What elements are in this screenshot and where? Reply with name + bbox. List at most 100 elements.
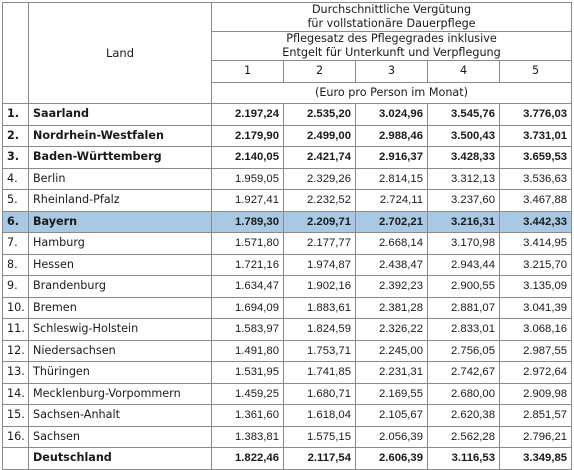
grade-4-value: 2.742,67	[427, 361, 500, 384]
grade-2-value: 2.499,00	[283, 124, 356, 147]
row-number: 12.	[2, 339, 29, 362]
grade-header-2: 2	[283, 60, 356, 83]
grade-2-value: 1.974,87	[283, 253, 356, 276]
table-row: 4. Berlin 1.959,05 2.329,26 2.814,15 3.312,13…	[2, 167, 573, 190]
grade-4-value: 2.620,38	[427, 404, 500, 427]
grade-4-value: 3.170,98	[427, 232, 500, 255]
row-number: 4.	[2, 167, 29, 190]
grade-2-value: 1.618,04	[283, 404, 356, 427]
grade-2-value: 2.232,52	[283, 189, 356, 212]
table-row: 15. Sachsen-Anhalt 1.361,60 1.618,04 2.105,6…	[2, 404, 573, 427]
table-body: 1. Saarland 2.197,24 2.535,20 3.024,96 3.545,…	[2, 103, 573, 470]
grade-4-value: 3.545,76	[427, 103, 500, 126]
land-name: Thüringen	[28, 361, 212, 384]
land-name: Saarland	[28, 103, 212, 126]
land-name: Hessen	[28, 253, 212, 276]
grade-1-value: 1.959,05	[211, 167, 284, 190]
grade-2-value: 2.177,77	[283, 232, 356, 255]
grade-header-3: 3	[355, 60, 428, 83]
table-title-line2: für vollstationäre Dauerpflege	[307, 17, 476, 30]
grade-5-value: 2.987,55	[498, 339, 573, 362]
grade-1-value: 1.531,95	[211, 361, 284, 384]
row-number: 3.	[2, 146, 29, 169]
grade-1-value: 1.634,47	[211, 275, 284, 298]
grade-5-value: 3.731,01	[498, 124, 573, 147]
grade-4-value: 2.562,28	[427, 425, 500, 448]
grade-5-value: 2.909,98	[498, 382, 573, 405]
table-row: 3. Baden-Württemberg 2.140,05 2.421,74 2.916…	[2, 146, 573, 169]
grade-header-5: 5	[498, 60, 573, 83]
grade-4-value: 3.216,31	[427, 210, 500, 233]
grade-2-value: 1.902,16	[283, 275, 356, 298]
land-name: Sachsen-Anhalt	[28, 404, 212, 427]
land-name: Bremen	[28, 296, 212, 319]
land-name: Bayern	[28, 210, 212, 233]
row-number: 16.	[2, 425, 29, 448]
grade-2-value: 2.209,71	[283, 210, 356, 233]
row-number: 7.	[2, 232, 29, 255]
land-name: Rheinland-Pfalz	[28, 189, 212, 212]
grade-5-value: 2.796,21	[498, 425, 573, 448]
row-number: 9.	[2, 275, 29, 298]
row-number: 14.	[2, 382, 29, 405]
table-row: 10. Bremen 1.694,09 1.883,61 2.381,28 2.881,0…	[2, 296, 573, 319]
table-header: Land Durchschnittliche Vergütung für vol…	[2, 2, 573, 104]
land-name: Brandenburg	[28, 275, 212, 298]
grade-4-value: 2.680,00	[427, 382, 500, 405]
unit-label: (Euro pro Person im Monat)	[210, 81, 573, 104]
grade-4-value: 3.500,43	[427, 124, 500, 147]
grade-5-value: 3.041,39	[498, 296, 573, 319]
grade-4-value: 2.881,07	[427, 296, 500, 319]
land-name: Deutschland	[28, 447, 212, 470]
grade-4-value: 2.833,01	[427, 318, 500, 341]
grade-4-value: 3.237,60	[427, 189, 500, 212]
table-title: Durchschnittliche Vergütung für vollstat…	[210, 2, 573, 32]
grade-1-value: 1.583,97	[211, 318, 284, 341]
grade-3-value: 2.438,47	[355, 253, 428, 276]
grade-2-value: 1.741,85	[283, 361, 356, 384]
grade-1-value: 1.383,81	[211, 425, 284, 448]
row-number: 1.	[2, 103, 29, 126]
grade-2-value: 1.753,71	[283, 339, 356, 362]
table-subtitle-line2: Entgelt für Unterkunft und Verpflegung	[282, 46, 501, 59]
land-name: Hamburg	[28, 232, 212, 255]
grade-2-value: 1.680,71	[283, 382, 356, 405]
grade-5-value: 2.972,64	[498, 361, 573, 384]
grade-1-value: 1.571,80	[211, 232, 284, 255]
grade-5-value: 3.776,03	[498, 103, 573, 126]
grade-5-value: 3.414,95	[498, 232, 573, 255]
grade-1-value: 1.822,46	[211, 447, 284, 470]
grade-4-value: 2.756,05	[427, 339, 500, 362]
grade-header-1: 1	[211, 60, 284, 83]
table-row: 13. Thüringen 1.531,95 1.741,85 2.231,31 2.74…	[2, 361, 573, 384]
row-number: 2.	[2, 124, 29, 147]
grade-2-value: 2.535,20	[283, 103, 356, 126]
grade-1-value: 2.140,05	[211, 146, 284, 169]
grade-4-value: 3.312,13	[427, 167, 500, 190]
grade-3-value: 3.024,96	[355, 103, 428, 126]
row-number: 6.	[2, 210, 29, 233]
land-name: Baden-Württemberg	[28, 146, 212, 169]
row-number: 11.	[2, 318, 29, 341]
grade-2-value: 2.117,54	[283, 447, 356, 470]
grade-1-value: 1.491,80	[211, 339, 284, 362]
row-number: 10.	[2, 296, 29, 319]
land-name: Berlin	[28, 167, 212, 190]
grade-5-value: 3.349,85	[498, 447, 573, 470]
grade-5-value: 2.851,57	[498, 404, 573, 427]
grade-3-value: 2.231,31	[355, 361, 428, 384]
table-subtitle-line1: Pflegesatz des Pflegegrades inklusive	[286, 32, 497, 46]
grade-5-value: 3.135,09	[498, 275, 573, 298]
grade-3-value: 2.169,55	[355, 382, 428, 405]
grade-4-value: 2.900,55	[427, 275, 500, 298]
grade-1-value: 2.197,24	[211, 103, 284, 126]
table-row: 11. Schleswig-Holstein 1.583,97 1.824,59 2.3…	[2, 318, 573, 341]
grade-1-value: 1.789,30	[211, 210, 284, 233]
land-name: Sachsen	[28, 425, 212, 448]
grade-3-value: 2.392,23	[355, 275, 428, 298]
grade-4-value: 2.943,44	[427, 253, 500, 276]
grade-1-value: 1.694,09	[211, 296, 284, 319]
land-name: Schleswig-Holstein	[28, 318, 212, 341]
